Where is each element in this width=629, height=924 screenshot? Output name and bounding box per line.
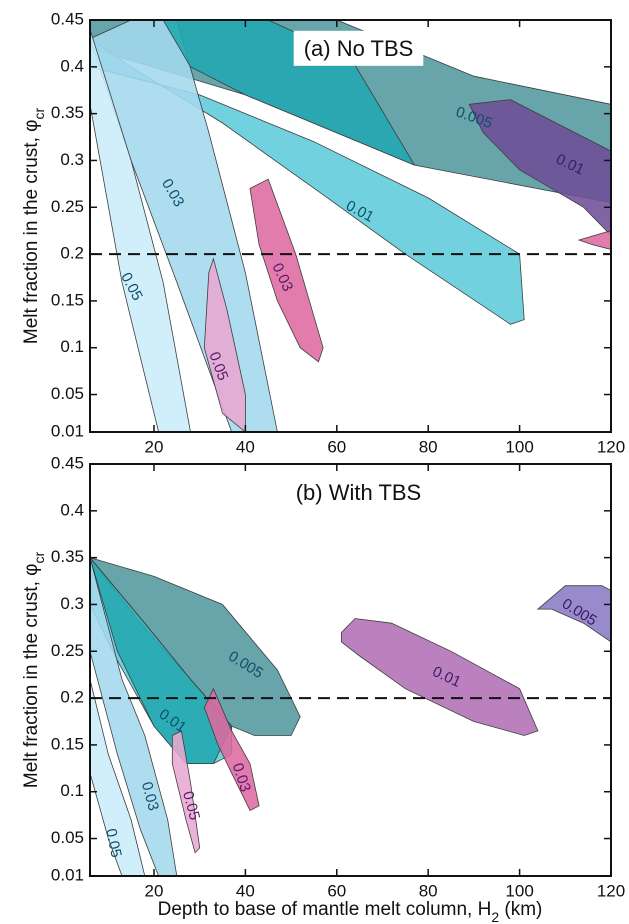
- region-label: 0.03: [138, 780, 162, 813]
- region-0p05-3: [90, 29, 191, 432]
- region-label: 0.05: [179, 789, 203, 822]
- region-0p03-3: [90, 557, 178, 876]
- y-tick-label: 0.25: [51, 641, 84, 660]
- x-tick-label: 80: [419, 881, 438, 900]
- y-tick-label: 0.3: [60, 150, 84, 169]
- x-tick-label: 60: [327, 881, 346, 900]
- region-0p03-6: [249, 178, 324, 363]
- y-tick-label: 0.3: [60, 594, 84, 613]
- x-axis-label: Depth to base of mantle melt column, H2 …: [158, 899, 543, 924]
- region-0p005-2: [90, 557, 233, 764]
- y-tick-label: 0.25: [51, 197, 84, 216]
- y-tick-label: 0.35: [51, 103, 84, 122]
- y-axis-label-a: Melt fraction in the crust, φcr: [21, 108, 47, 345]
- x-tick-label: 40: [236, 437, 255, 456]
- x-tick-label: 20: [145, 881, 164, 900]
- svg-text:(b) With TBS: (b) With TBS: [296, 480, 422, 505]
- y-tick-label: 0.1: [60, 781, 84, 800]
- region-0p05-4: [90, 679, 146, 876]
- region-0p01-5: [341, 618, 539, 736]
- y-tick-label: 0.2: [60, 244, 84, 263]
- y-tick-label: 0.45: [51, 453, 84, 472]
- region-0p05-8: [171, 730, 201, 854]
- region-patch-8: [577, 230, 611, 250]
- region-0p005-6: [536, 585, 611, 643]
- x-tick-label: 60: [327, 437, 346, 456]
- panel-title: (a) No TBS: [293, 30, 424, 66]
- panel-title: (b) With TBS: [296, 480, 422, 505]
- y-axis-label-b: Melt fraction in the crust, φcr: [21, 552, 47, 789]
- x-tick-label: 100: [505, 437, 533, 456]
- y-tick-label: 0.01: [51, 421, 84, 440]
- y-tick-label: 0.05: [51, 384, 84, 403]
- x-tick-label: 120: [597, 881, 625, 900]
- region-0p01-5: [468, 99, 611, 236]
- y-tick-label: 0.1: [60, 337, 84, 356]
- y-tick-label: 0.4: [60, 56, 84, 75]
- region-0p03-7: [203, 687, 260, 812]
- plot-frame: [89, 463, 612, 877]
- y-tick-label: 0.2: [60, 688, 84, 707]
- x-tick-label: 100: [505, 881, 533, 900]
- x-tick-label: 120: [597, 437, 625, 456]
- y-tick-label: 0.35: [51, 547, 84, 566]
- y-tick-label: 0.15: [51, 734, 84, 753]
- region-label: 0.05: [102, 827, 125, 859]
- x-tick-label: 40: [236, 881, 255, 900]
- region-0p005-4: [162, 20, 416, 166]
- y-tick-label: 0.15: [51, 290, 84, 309]
- x-tick-label: 20: [145, 437, 164, 456]
- svg-text:(a) No TBS: (a) No TBS: [304, 36, 414, 61]
- x-tick-label: 80: [419, 437, 438, 456]
- y-tick-label: 0.4: [60, 500, 84, 519]
- region-0p01-1: [90, 38, 525, 325]
- y-tick-label: 0.01: [51, 865, 84, 884]
- plot-frame: [89, 19, 612, 433]
- region-0p05-7: [203, 257, 246, 432]
- y-tick-label: 0.05: [51, 828, 84, 847]
- y-tick-label: 0.45: [51, 9, 84, 28]
